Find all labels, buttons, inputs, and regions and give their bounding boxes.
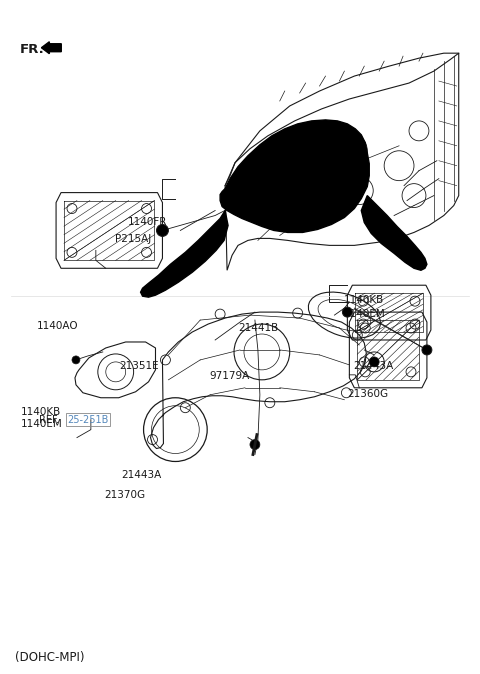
Polygon shape (220, 120, 369, 233)
Text: 21443A: 21443A (354, 361, 394, 371)
Text: FR.: FR. (20, 43, 44, 56)
Circle shape (369, 357, 379, 367)
Circle shape (422, 345, 432, 355)
Text: 1140KB: 1140KB (21, 406, 61, 417)
Circle shape (250, 439, 260, 450)
Text: (DOHC-MPI): (DOHC-MPI) (15, 651, 84, 664)
Text: 25-251B: 25-251B (67, 415, 108, 425)
FancyArrow shape (41, 42, 61, 54)
Text: 1140AO: 1140AO (37, 321, 79, 331)
Circle shape (72, 356, 80, 364)
Text: 1140EM: 1140EM (344, 309, 386, 319)
Text: 21351E: 21351E (119, 361, 159, 371)
Polygon shape (361, 195, 427, 270)
Text: 1140FR: 1140FR (128, 218, 167, 227)
Text: 97179A: 97179A (209, 371, 250, 381)
Circle shape (342, 307, 352, 317)
Text: 21443A: 21443A (121, 470, 162, 481)
Text: P215AJ: P215AJ (115, 235, 151, 245)
Text: 21360G: 21360G (348, 389, 388, 399)
Text: REF.: REF. (39, 415, 59, 425)
Text: 21441B: 21441B (238, 323, 278, 333)
Text: 1140EM: 1140EM (21, 419, 62, 429)
Text: 21370G: 21370G (104, 491, 145, 500)
Polygon shape (141, 210, 228, 297)
Circle shape (156, 224, 168, 237)
Text: 1140KB: 1140KB (344, 295, 384, 305)
